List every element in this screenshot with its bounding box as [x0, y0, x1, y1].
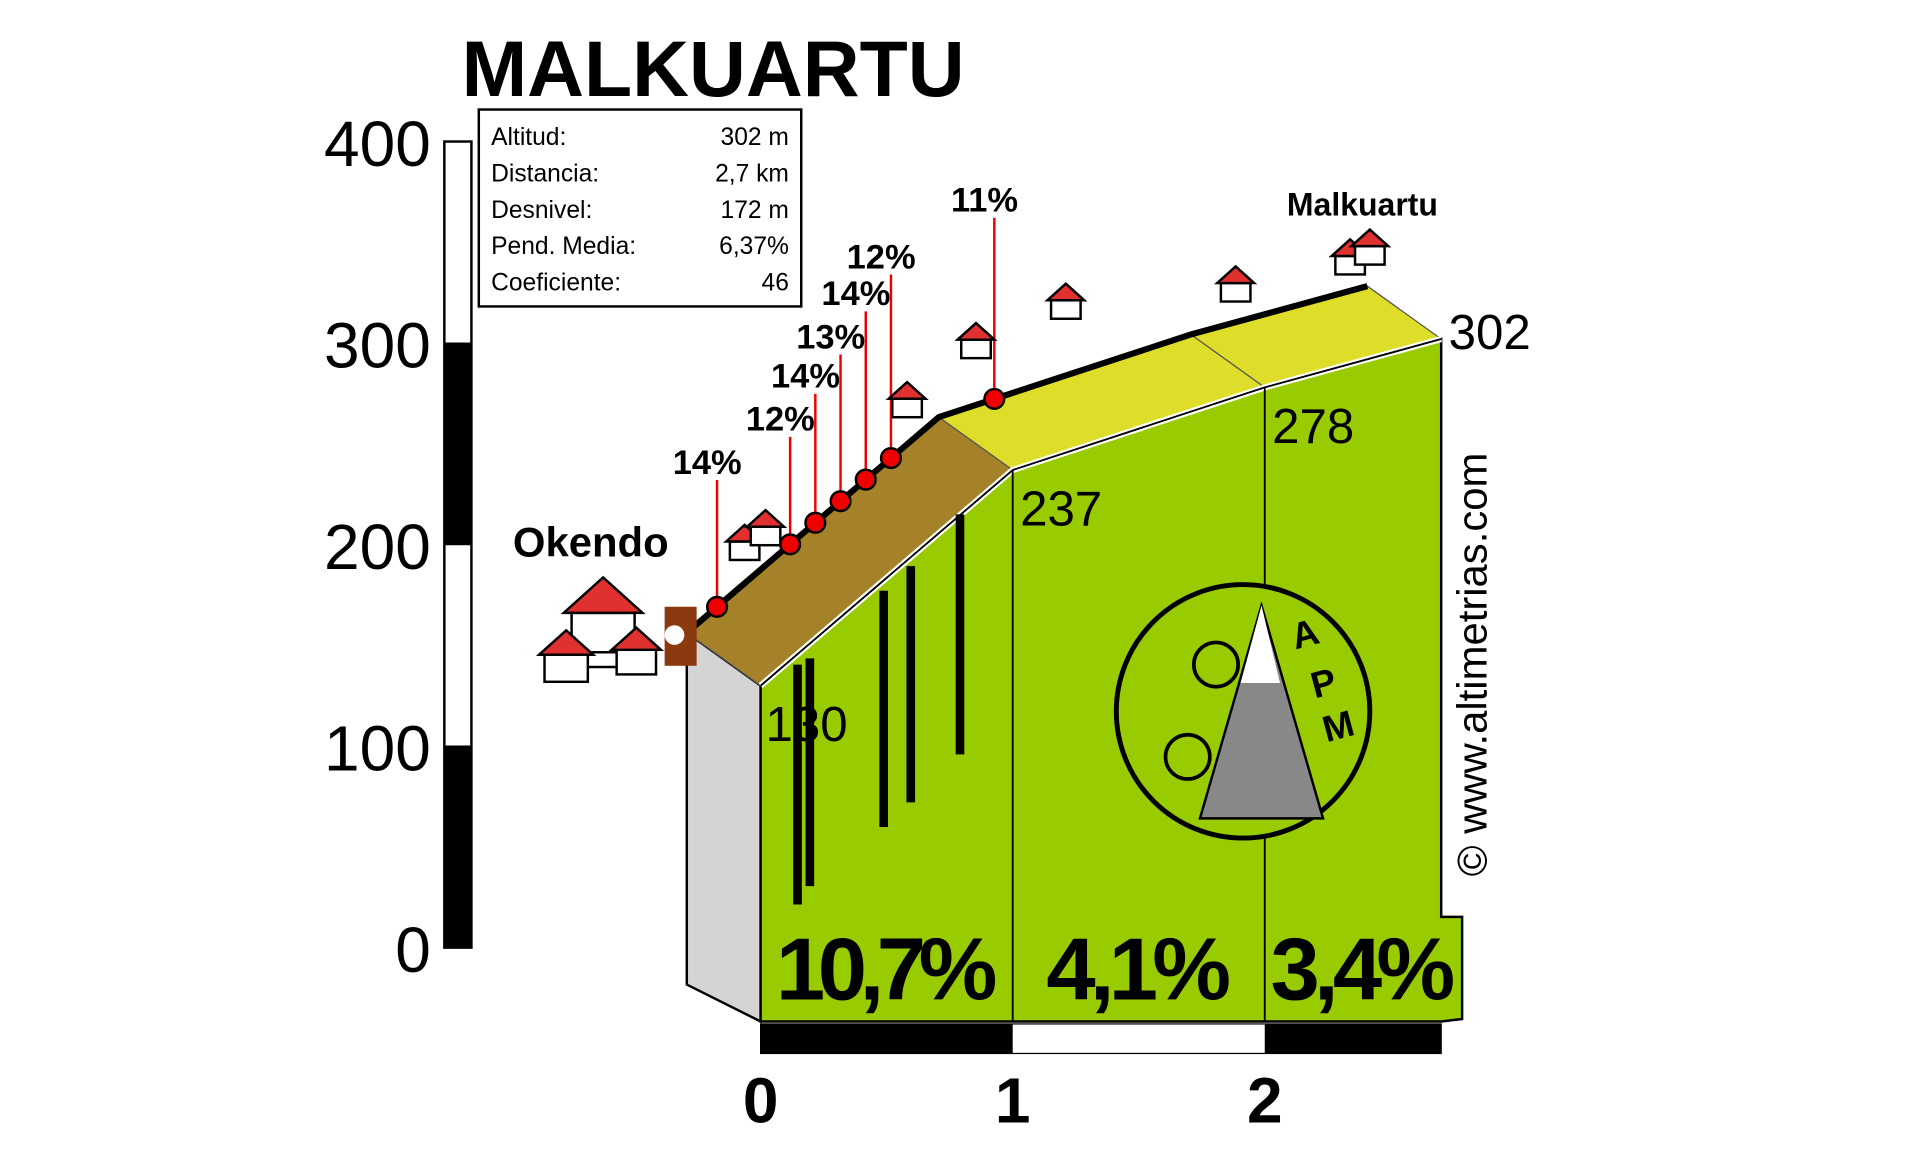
gradient-label: 14% — [771, 358, 840, 396]
gradient-label: 12% — [746, 401, 815, 439]
gradient-label: 12% — [847, 238, 916, 276]
gradient-dot — [983, 387, 1006, 410]
house-body — [1219, 281, 1252, 303]
house-roof — [954, 321, 998, 341]
logo-wheel — [1191, 640, 1240, 689]
gradient-label: 14% — [821, 275, 890, 313]
y-tick-label: 0 — [395, 914, 431, 986]
house-roof — [1214, 264, 1258, 285]
house-roof — [560, 575, 646, 615]
house-body — [1049, 299, 1082, 320]
house-body — [891, 397, 924, 419]
info-value: 172 m — [721, 197, 789, 224]
x-tick-label: 0 — [743, 1064, 779, 1136]
house-body — [1353, 244, 1386, 266]
altitude-label: 237 — [1020, 481, 1102, 536]
info-label: Pend. Media: — [491, 233, 636, 260]
start-label: Okendo — [513, 518, 669, 565]
logo-wheel — [1163, 732, 1212, 781]
gradient-dot — [705, 595, 729, 618]
x-axis-segment — [760, 1023, 1013, 1054]
segment-gradient-label: 3,4% — [1271, 919, 1456, 1018]
house-body — [749, 525, 782, 547]
info-label: Distancia: — [491, 161, 599, 188]
house-body — [615, 648, 658, 676]
segment-gradient-label: 4,1% — [1046, 919, 1231, 1018]
info-value: 302 m — [721, 124, 789, 151]
info-box — [477, 108, 803, 308]
y-tick-label: 200 — [324, 511, 431, 583]
house-roof — [885, 380, 929, 400]
info-value: 2,7 km — [715, 161, 789, 188]
gradient-label: 11% — [951, 182, 1018, 220]
y-tick-label: 300 — [324, 310, 431, 382]
house-roof — [743, 508, 788, 528]
y-axis-segment — [444, 343, 472, 545]
gradient-label: 13% — [796, 318, 865, 356]
gradient-dot — [854, 468, 877, 491]
house-body — [960, 338, 992, 360]
info-label: Desnivel: — [491, 197, 592, 224]
side-face — [685, 630, 762, 1024]
info-value: 46 — [762, 269, 789, 296]
x-tick-label: 2 — [1247, 1064, 1283, 1136]
gradient-dot — [879, 446, 903, 470]
house-body — [543, 653, 590, 684]
y-tick-label: 100 — [324, 713, 431, 785]
y-tick-label: 400 — [324, 108, 431, 180]
house-roof — [1348, 227, 1392, 248]
logo-mountain — [1198, 601, 1325, 820]
gradient-label: 14% — [673, 444, 742, 482]
gradient-dot — [804, 511, 827, 534]
x-tick-label: 1 — [995, 1064, 1031, 1136]
x-axis-segment — [1264, 1023, 1442, 1054]
segment-gradient-label: 10,7% — [776, 919, 998, 1018]
gradient-dot — [829, 490, 852, 513]
watermark: © www.altimetrias.com — [1449, 453, 1496, 877]
house-roof — [608, 625, 665, 652]
house-roof — [535, 628, 597, 656]
chart-title: MALKUARTU — [462, 25, 965, 113]
info-label: Altitud: — [491, 124, 566, 151]
altitude-label: 278 — [1272, 399, 1354, 454]
info-value: 6,37% — [719, 233, 789, 260]
altitude-label: 302 — [1449, 305, 1531, 360]
house-roof — [1044, 282, 1088, 302]
altitude-label: 130 — [766, 697, 848, 752]
info-label: Coeficiente: — [491, 269, 621, 296]
profile-outline — [760, 338, 1442, 687]
start-marker-hole — [664, 625, 685, 645]
y-axis-segment — [444, 746, 472, 948]
logo-snow — [1240, 605, 1280, 684]
gradient-dot — [779, 533, 802, 556]
end-label: Malkuartu — [1287, 186, 1438, 222]
